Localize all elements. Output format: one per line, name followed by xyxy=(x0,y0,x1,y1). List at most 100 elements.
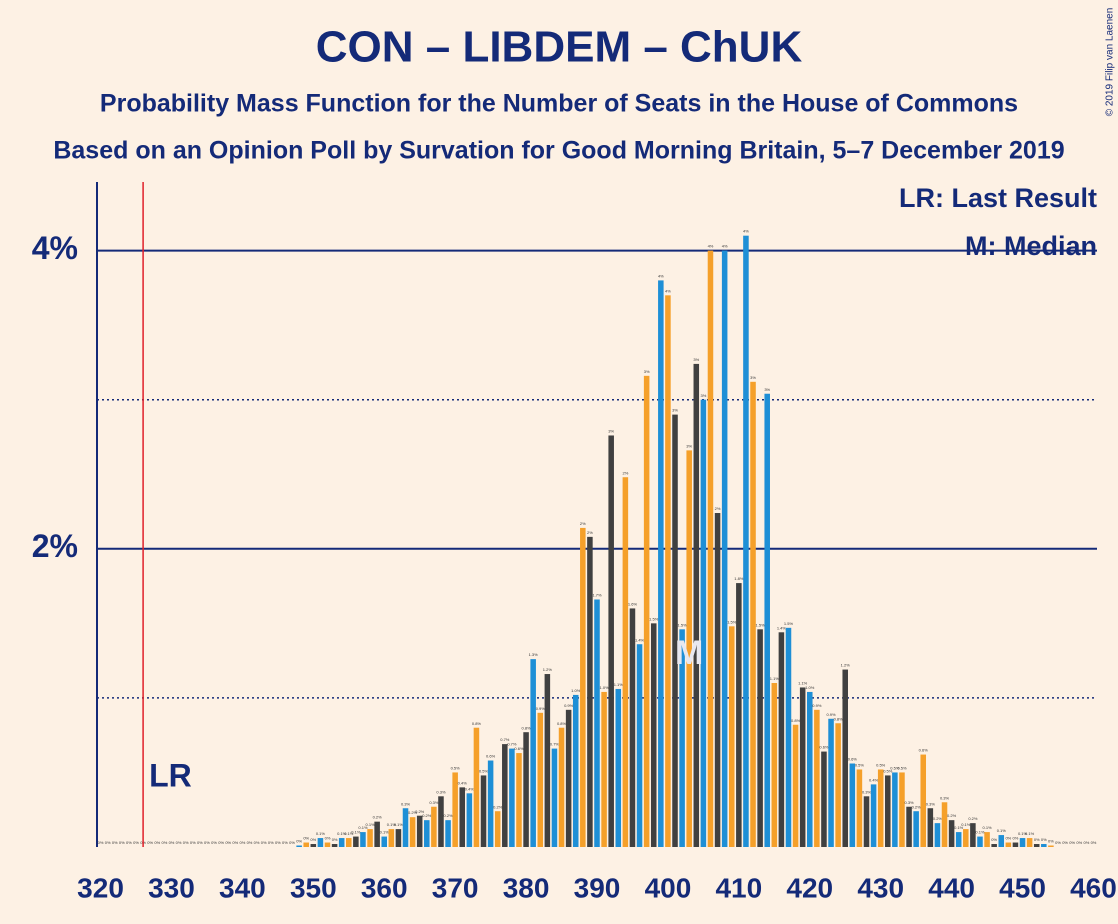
bar xyxy=(338,838,345,847)
value-label: 3% xyxy=(750,375,756,380)
value-label: 0% xyxy=(247,840,253,845)
bar xyxy=(650,623,657,847)
bar xyxy=(870,784,877,847)
value-label: 0% xyxy=(154,840,160,845)
value-label: 1.4% xyxy=(777,625,787,630)
value-label: 4% xyxy=(743,229,749,234)
value-label: 0.7% xyxy=(507,742,517,747)
bar xyxy=(1041,844,1047,847)
value-label: 4% xyxy=(708,244,714,249)
value-label: 2% xyxy=(622,470,628,475)
value-label: 0.1% xyxy=(380,830,390,835)
bar xyxy=(877,769,884,847)
value-label: 0.1% xyxy=(351,830,361,835)
value-label: 1.8% xyxy=(734,576,744,581)
bar xyxy=(502,744,508,847)
bar xyxy=(970,823,976,847)
median-label: M xyxy=(675,634,703,672)
value-label: 0% xyxy=(176,840,182,845)
value-label: 0.1% xyxy=(387,822,397,827)
x-tick-label: 330 xyxy=(148,872,195,903)
value-label: 0% xyxy=(204,840,210,845)
value-label: 0% xyxy=(1083,840,1089,845)
legend-entry: M: Median xyxy=(965,231,1097,261)
bar xyxy=(913,811,919,847)
value-label: 0.3% xyxy=(401,801,411,806)
value-label: 0.5% xyxy=(897,766,907,771)
value-label: 0.3% xyxy=(940,795,950,800)
bar xyxy=(594,599,600,847)
value-label: 0.2% xyxy=(968,816,978,821)
bar xyxy=(814,709,820,847)
value-label: 2% xyxy=(580,521,586,526)
bar xyxy=(537,712,544,847)
bar xyxy=(736,583,742,847)
value-label: 1.1% xyxy=(770,676,780,681)
bar xyxy=(785,627,792,847)
subtitle: Based on an Opinion Poll by Survation fo… xyxy=(53,137,1064,165)
value-label: 0.2% xyxy=(422,813,432,818)
value-label: 0.3% xyxy=(862,789,872,794)
value-label: 0% xyxy=(119,840,125,845)
bar xyxy=(955,832,962,847)
bar xyxy=(346,838,352,847)
value-label: 1.5% xyxy=(678,622,688,627)
value-label: 0.2% xyxy=(493,804,503,809)
value-label: 0% xyxy=(1041,837,1047,842)
value-label: 0% xyxy=(161,840,167,845)
x-tick-label: 430 xyxy=(857,872,904,903)
value-label: 1.1% xyxy=(614,682,624,687)
value-label: 0% xyxy=(1055,840,1061,845)
bar xyxy=(714,513,721,847)
value-label: 0% xyxy=(112,840,118,845)
value-label: 0.5% xyxy=(479,768,489,773)
bar xyxy=(821,751,827,847)
bar xyxy=(324,842,331,847)
bar xyxy=(892,772,898,847)
value-label: 0.2% xyxy=(947,813,957,818)
bar xyxy=(1026,838,1033,847)
bar xyxy=(580,527,586,847)
bar xyxy=(863,796,870,847)
value-label: 2% xyxy=(715,506,721,511)
value-label: 0% xyxy=(225,840,231,845)
bar xyxy=(509,748,515,847)
value-label: 0.9% xyxy=(812,703,822,708)
bar xyxy=(686,450,692,847)
value-label: 0% xyxy=(275,840,281,845)
bar xyxy=(331,844,338,847)
bar xyxy=(523,732,529,847)
value-label: 0% xyxy=(232,840,238,845)
last-result-label: LR xyxy=(149,757,192,793)
bar xyxy=(572,694,579,847)
bar xyxy=(1033,844,1040,847)
value-label: 3% xyxy=(608,429,614,434)
bar xyxy=(402,808,409,847)
bar xyxy=(778,632,785,847)
bar xyxy=(1048,845,1054,847)
value-label: 0.3% xyxy=(436,789,446,794)
value-label: 0% xyxy=(133,840,139,845)
value-label: 0.5% xyxy=(890,766,900,771)
value-label: 0.1% xyxy=(1025,831,1035,836)
bar xyxy=(977,836,983,847)
value-label: 0% xyxy=(1076,840,1082,845)
value-label: 0.7% xyxy=(550,742,560,747)
bar xyxy=(721,250,728,847)
value-label: 0% xyxy=(147,840,153,845)
copyright: © 2019 Filip van Laenen xyxy=(1105,8,1116,117)
value-label: 0% xyxy=(1005,836,1011,841)
value-label: 0.1% xyxy=(975,830,985,835)
value-label: 0% xyxy=(98,840,104,845)
bar xyxy=(807,691,813,847)
value-label: 0.8% xyxy=(522,725,532,730)
value-label: 0% xyxy=(991,837,997,842)
value-label: 1.2% xyxy=(841,663,851,668)
x-tick-label: 440 xyxy=(928,872,975,903)
value-label: 4% xyxy=(722,244,728,249)
bar xyxy=(466,793,473,847)
bar xyxy=(927,808,934,847)
value-label: 0% xyxy=(183,840,189,845)
value-label: 0.2% xyxy=(408,810,418,815)
value-label: 0.3% xyxy=(926,801,936,806)
